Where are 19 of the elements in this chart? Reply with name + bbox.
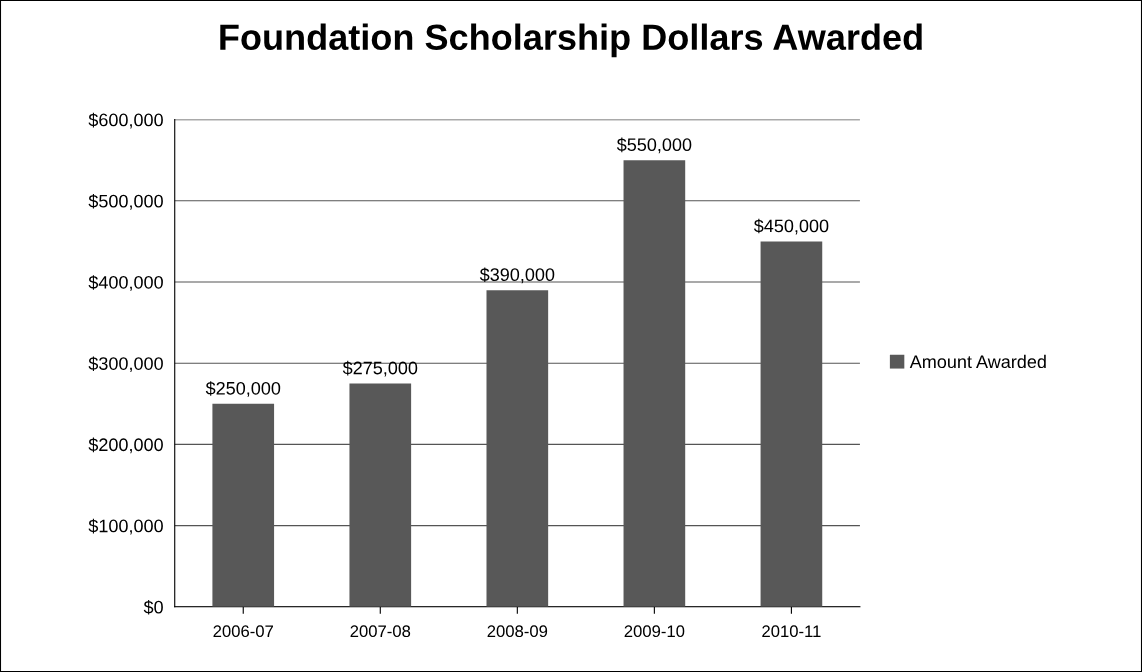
- y-tick-label: $600,000: [88, 112, 163, 129]
- x-tick-label: 2006-07: [213, 625, 273, 638]
- legend-label: Amount Awarded: [909, 354, 1046, 369]
- y-tick-label: $0: [143, 599, 163, 615]
- data-label: $550,000: [616, 137, 692, 154]
- data-label: $390,000: [479, 267, 555, 284]
- y-tick-label: $500,000: [88, 193, 163, 210]
- y-tick-label: $100,000: [88, 518, 163, 535]
- data-label: $250,000: [205, 381, 281, 397]
- chart-title: Foundation Scholarship Dollars Awarded: [220, 23, 922, 58]
- x-tick-label: 2009-10: [624, 625, 685, 638]
- data-label: $275,000: [342, 360, 418, 377]
- y-tick-label: $200,000: [88, 437, 163, 454]
- x-tick-label: 2007-08: [350, 625, 411, 638]
- y-tick-label: $400,000: [88, 275, 163, 291]
- y-tick-label: $300,000: [88, 356, 163, 373]
- data-label: $450,000: [753, 218, 829, 235]
- x-tick-label: 2010-11: [762, 625, 821, 638]
- x-tick-label: 2008-09: [487, 625, 548, 638]
